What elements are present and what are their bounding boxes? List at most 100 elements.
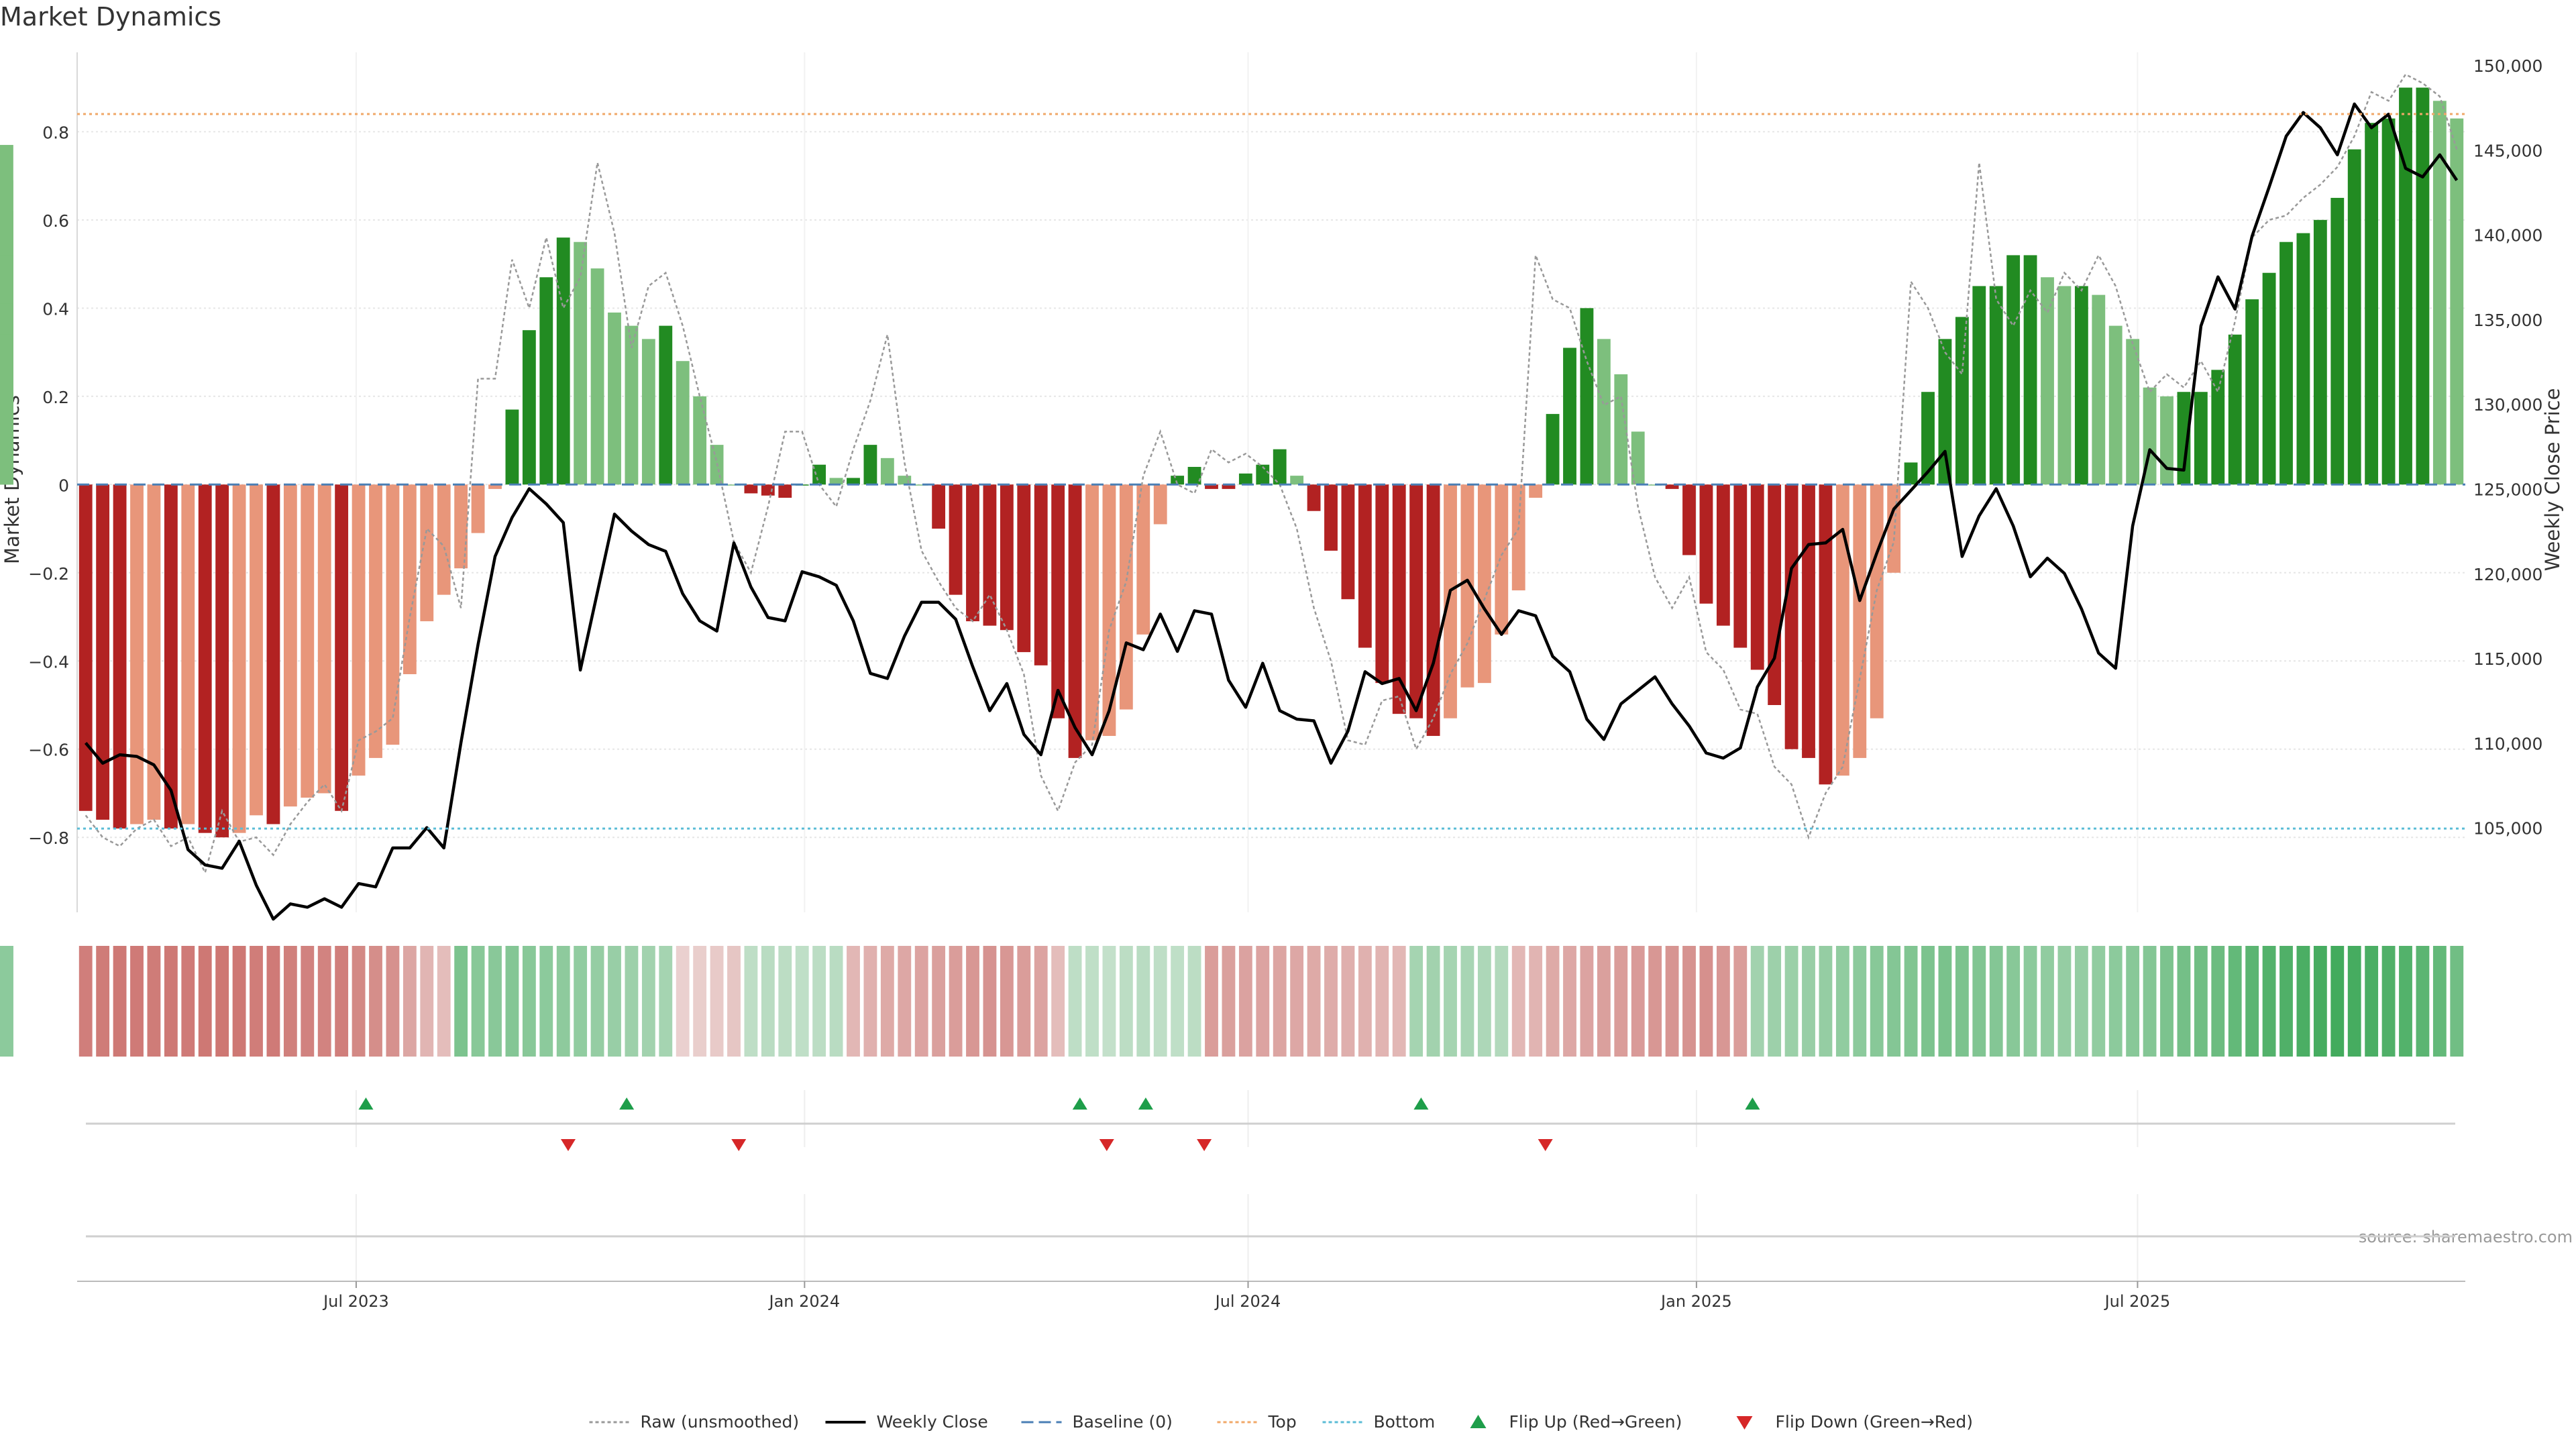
bar — [215, 484, 229, 838]
bar — [250, 484, 263, 816]
bar — [966, 484, 979, 622]
legend-item: Top — [1217, 1412, 1297, 1432]
legend-label: Baseline (0) — [1073, 1412, 1173, 1432]
bar — [1187, 466, 1201, 485]
strip-cell — [2177, 946, 2191, 1057]
strip-cell — [1136, 946, 1150, 1057]
bar — [2041, 277, 2054, 485]
flip-down-marker — [1099, 1139, 1114, 1151]
strip-cell — [710, 946, 724, 1057]
right-axis-label: Weekly Close Price — [2541, 388, 2564, 572]
bar — [914, 484, 928, 486]
strip-cell — [1802, 946, 1815, 1057]
strip-cell — [1580, 946, 1594, 1057]
bar — [1460, 484, 1474, 688]
x-tick-label: Jan 2024 — [767, 1292, 840, 1311]
bar — [2126, 339, 2140, 485]
empty-panel — [86, 1194, 2455, 1281]
strip-cell — [693, 946, 707, 1057]
flip-up-marker — [1138, 1097, 1153, 1110]
strip-cell — [556, 946, 570, 1057]
strip-cell — [1392, 946, 1406, 1057]
strip-cell — [471, 946, 485, 1057]
strip-cell — [932, 946, 946, 1057]
bar — [266, 484, 280, 824]
bar — [2023, 255, 2037, 485]
strip-cell — [454, 946, 468, 1057]
bar — [2177, 392, 2191, 485]
bar — [574, 241, 588, 485]
strip-cell — [2416, 946, 2430, 1057]
strip-cell — [2330, 946, 2345, 1057]
strip-cell — [522, 946, 536, 1057]
strip-cell — [1153, 946, 1167, 1057]
bar — [1511, 484, 1525, 591]
bar — [198, 484, 212, 833]
strip-cell — [761, 946, 775, 1057]
strip-cell — [1955, 946, 1969, 1057]
left-tick-label: 0.6 — [42, 211, 69, 231]
bar — [880, 458, 894, 485]
bar — [539, 277, 553, 485]
bar — [659, 325, 673, 485]
strip-cell — [1307, 946, 1321, 1057]
strip-cell — [1887, 946, 1901, 1057]
bar — [2399, 87, 2412, 485]
legend-item: Flip Up (Red→Green) — [1470, 1412, 1682, 1432]
bar — [335, 484, 349, 811]
strip-cell — [2262, 946, 2276, 1057]
strip-cell — [2108, 946, 2123, 1057]
bar — [386, 484, 400, 745]
bar — [1631, 431, 1645, 485]
bar — [2450, 118, 2464, 485]
strip-cell — [1904, 946, 1918, 1057]
bar — [471, 484, 485, 533]
strip-cell — [1546, 946, 1560, 1057]
strip-cell — [795, 946, 809, 1057]
strip-cell — [727, 946, 741, 1057]
bar — [113, 484, 127, 829]
legend-item: Baseline (0) — [1021, 1412, 1173, 1432]
strip-cell — [1682, 946, 1696, 1057]
left-tick-label: 0.8 — [42, 123, 69, 142]
x-tick-label: Jul 2024 — [1214, 1292, 1281, 1311]
flip-up-marker — [1413, 1097, 1429, 1110]
bar — [1307, 484, 1321, 511]
raw-line — [85, 73, 2458, 875]
bar — [761, 484, 775, 496]
bar — [2057, 286, 2072, 485]
strip-cell — [1051, 946, 1065, 1057]
bar — [1682, 484, 1696, 555]
strip-cell — [966, 946, 979, 1057]
bar — [1324, 484, 1338, 551]
strip-cell — [1699, 946, 1713, 1057]
strip-cell — [198, 946, 212, 1057]
strip-cell — [369, 946, 382, 1057]
bar — [1870, 484, 1884, 718]
bar — [727, 484, 741, 486]
bar — [78, 484, 93, 811]
strip-cell — [2365, 946, 2379, 1057]
bar — [556, 237, 570, 485]
strip-cell — [1034, 946, 1048, 1057]
strip-cell — [420, 946, 434, 1057]
bar — [1256, 464, 1270, 485]
bar — [1716, 484, 1730, 626]
legend-label: Top — [1268, 1412, 1297, 1432]
bar — [232, 484, 246, 833]
strip-cell — [301, 946, 315, 1057]
bar — [1290, 476, 1304, 485]
bar — [1409, 484, 1424, 718]
bar — [1546, 414, 1560, 485]
bar — [2365, 123, 2379, 485]
strip-cell — [1853, 946, 1867, 1057]
bar — [1341, 484, 1355, 600]
bar — [1614, 374, 1628, 485]
strip-cell — [488, 946, 502, 1057]
strip-cell — [2228, 946, 2242, 1057]
strip-cell — [352, 946, 366, 1057]
strip-cell — [1324, 946, 1338, 1057]
strip-cell — [1597, 946, 1611, 1057]
weekly-close-line — [84, 102, 2459, 921]
strip-cell — [250, 946, 263, 1057]
